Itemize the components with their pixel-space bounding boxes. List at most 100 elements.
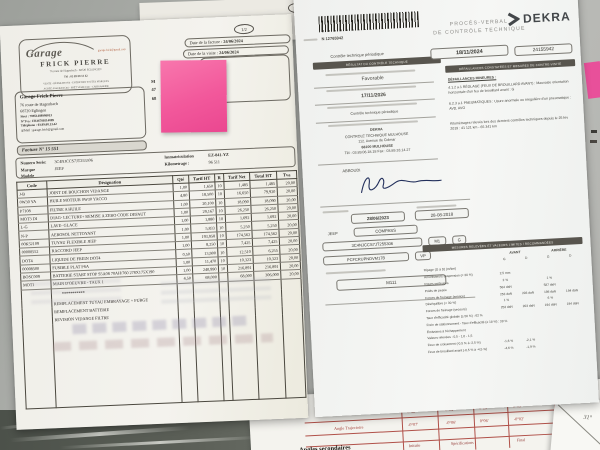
report-number-box: 24155942 xyxy=(514,43,573,57)
serial-value: 3C4NJCCS7JT255306 xyxy=(54,157,93,165)
dekra-logo-text: DEKRA xyxy=(522,9,572,26)
alignment-value: 0°06' xyxy=(479,417,489,424)
control-date-box: 18/11/2024 xyxy=(430,44,509,60)
measure-label: Feux de brouillard avant (-0,5 % à -4,5 … xyxy=(427,347,488,355)
result-section-bar-label: RÉSULTAT DU CONTRÔLE TECHNIQUE xyxy=(345,59,408,67)
measure-value: -1,9 % xyxy=(526,344,536,349)
km-history-note: Kilométrages relevés lors des derniers c… xyxy=(450,115,569,131)
measure-value: 203 daN xyxy=(522,303,535,309)
control-nature: Contrôle technique périodique xyxy=(350,109,399,116)
garage-address-box: Garage Frick Pierre 76 route de Hagenbac… xyxy=(14,86,147,144)
measures-rows: Ripage (G à D) (m/km) Amortisseurs suspen… xyxy=(424,259,590,356)
alignment-value: -0°07' xyxy=(407,421,419,428)
car-silhouette-icon xyxy=(31,41,94,54)
measure-value xyxy=(519,326,541,327)
type-box: PCFCRUPNDVM17B xyxy=(322,252,410,266)
measure-value xyxy=(516,265,538,266)
crease-line xyxy=(557,404,600,447)
measure-value: 198 daN xyxy=(543,288,557,294)
pink-sticky-note xyxy=(160,59,228,133)
measure-value xyxy=(516,278,538,279)
measure-value xyxy=(560,276,582,277)
garage-logo-box: Garage garage.frick@gmail.com FRICK PIER… xyxy=(18,34,133,98)
marque-value: JEEP xyxy=(54,165,64,172)
alignment-value: -0°02' xyxy=(513,416,525,422)
alignment-col-header: Initiale xyxy=(408,442,421,449)
center-info-block: DEKRA CONTROLE TECHNIQUE MULHOUSE 112, A… xyxy=(320,125,433,159)
measures-header-label: MESURES RELEVÉES ET VALEURS LIMITES / RE… xyxy=(451,239,554,250)
measure-value xyxy=(519,333,541,334)
control-type-label: Contrôle technique périodique xyxy=(330,51,384,59)
minor-defect-1: 4.1.2 a.1 RÉGLAGE (FEUX DE BROUILLARD AV… xyxy=(448,79,569,95)
visit-date-label: Date de la visite : xyxy=(187,50,219,57)
immat-label: Immatriculation xyxy=(164,153,194,160)
measure-value: 253 daN xyxy=(500,304,513,310)
measure-value xyxy=(540,318,562,319)
modele-label: Modele xyxy=(20,172,35,179)
micro-label xyxy=(325,269,386,274)
vin-box: 3C4NJCCS7JT255306 xyxy=(322,237,423,252)
micro-label xyxy=(416,204,457,209)
measure-value: -4,6 % xyxy=(504,345,514,351)
vp-value: VP xyxy=(420,253,426,259)
measure-value: 1 % xyxy=(503,298,510,303)
vin-value: 3C4NJCCS7JT255306 xyxy=(351,240,394,249)
measure-value xyxy=(562,310,584,311)
measure-value xyxy=(561,296,583,297)
measure-value xyxy=(541,331,563,332)
gd-label: D xyxy=(568,253,572,258)
alignment-row-label: Angle Trajectoire xyxy=(333,424,364,432)
measure-value xyxy=(494,266,516,267)
measure-value: 194 daN xyxy=(565,287,579,293)
measure-value xyxy=(538,270,560,271)
client-partial-line: 68 xyxy=(151,95,157,101)
immat-value: EZ-841-YZ xyxy=(208,151,229,158)
measure-value xyxy=(563,337,585,338)
dekra-logo: DEKRA xyxy=(507,9,572,27)
sticky-note-peek xyxy=(583,61,600,99)
measure-value: -2,1 % xyxy=(525,337,536,343)
measure-value xyxy=(517,285,539,286)
dossier-number: N 12765942 xyxy=(321,35,344,42)
control-date: 18/11/2024 xyxy=(455,48,483,56)
measure-value xyxy=(564,344,586,345)
barcode xyxy=(318,11,420,33)
measure-value xyxy=(518,319,540,320)
gd-label: G xyxy=(502,256,506,262)
code-value: M111 xyxy=(386,279,397,286)
first-registration-date: 28-08-2018 xyxy=(430,211,454,218)
invoice-document: Garage garage.frick@gmail.com FRICK PIER… xyxy=(0,14,309,430)
genre-value: G xyxy=(457,237,461,243)
visit-date-value: 24/06/2024 xyxy=(219,49,239,56)
alignment-col-header: Final xyxy=(516,437,526,443)
measure-value xyxy=(516,271,538,272)
divider xyxy=(318,158,438,166)
measure-value xyxy=(542,338,564,339)
minor-defect-2: 6.2.3 a.1 PNEUMATIQUES : Usure anormale … xyxy=(448,95,572,111)
vp-box: VP xyxy=(414,250,432,261)
marque-label: Marque xyxy=(20,166,36,173)
measure-value xyxy=(497,327,519,328)
measure-value xyxy=(562,317,584,318)
previous-ct-date-box: 28/06/2023 xyxy=(350,211,406,224)
gd-label: G xyxy=(546,254,550,259)
empty-extension-row xyxy=(22,313,306,410)
signature xyxy=(361,177,442,193)
marque-value: JEEP xyxy=(327,230,338,237)
measure-value xyxy=(540,311,562,312)
garage-logo-email: garage.frick@gmail.com xyxy=(97,48,126,53)
garage-logo-word: Garage xyxy=(25,46,63,61)
measure-value: 2,5 mm xyxy=(499,270,511,276)
measure-value: 203 daN xyxy=(521,290,535,295)
defects-header-bar: DÉFAILLANCES CONSTATÉES ET MESURES DE CO… xyxy=(445,59,576,73)
measure-value xyxy=(496,313,518,314)
invoice-date-value: 24/06/2024 xyxy=(223,38,243,44)
previous-ct-date: 28/06/2023 xyxy=(366,214,390,221)
gd-label: D xyxy=(524,255,528,260)
desk-mark xyxy=(591,130,597,133)
micro-label xyxy=(303,38,318,41)
measure-value xyxy=(538,264,560,265)
type-value: PCFCRUPNDVM17B xyxy=(346,255,386,263)
measure-value: 253 daN xyxy=(499,291,513,296)
